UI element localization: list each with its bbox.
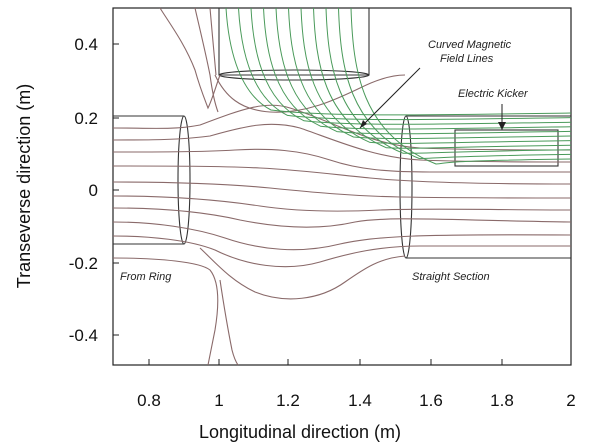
green-field-line [238, 7, 572, 121]
y-tick-labels: 0.4 0.2 0 -0.2 -0.4 [69, 35, 98, 345]
gray-field-line [112, 123, 572, 163]
y-tick-label: -0.2 [69, 254, 98, 273]
gray-field-lines [112, 7, 572, 366]
gray-field-line [209, 7, 217, 76]
y-axis-title: Transeverse direction (m) [14, 84, 34, 288]
gray-field-line [199, 247, 406, 300]
annotation-arrows [359, 67, 506, 130]
gray-field-line [159, 7, 221, 110]
straight-section-outline [406, 115, 571, 259]
plot-frame [112, 7, 572, 366]
magnet-box-outline [218, 8, 370, 76]
x-tick-label: 1.6 [419, 391, 443, 410]
y-tick-label: -0.4 [69, 326, 98, 345]
curved-field-label-line1: Curved Magnetic [428, 39, 512, 51]
green-field-line [288, 7, 572, 140]
x-tick-labels: 0.8 1 1.2 1.4 1.6 1.8 2 [137, 391, 576, 410]
green-field-line [250, 7, 572, 125]
gray-field-line [214, 74, 406, 113]
y-tick-label: 0.2 [74, 109, 98, 128]
x-tick-label: 1 [214, 391, 223, 410]
ring-pipe-ellipse [177, 115, 191, 245]
gray-field-line [112, 148, 571, 173]
green-field-line [225, 7, 572, 116]
x-axis-title: Longitudinal direction (m) [199, 422, 401, 442]
x-tick-label: 1.4 [348, 391, 372, 410]
x-tick-label: 0.8 [137, 391, 161, 410]
gray-field-line [219, 279, 239, 366]
electric-kicker-box [454, 129, 559, 167]
green-field-line [325, 7, 572, 154]
ring-pipe-outline [113, 115, 184, 245]
gray-field-line [112, 221, 572, 251]
green-field-lines [225, 7, 572, 165]
curved-lines-arrowhead [360, 120, 367, 128]
gray-field-line [194, 7, 219, 113]
axis-ticks [113, 43, 572, 365]
x-tick-label: 1.8 [490, 391, 514, 410]
kicker-arrowhead [498, 122, 506, 130]
y-tick-label: 0.4 [74, 35, 98, 54]
gray-field-line [112, 257, 219, 366]
gray-field-line [112, 235, 571, 268]
curved-lines-arrow [359, 67, 421, 129]
gray-field-line [112, 195, 572, 212]
green-field-line [313, 7, 572, 149]
gray-field-line [112, 165, 572, 185]
green-field-line [338, 7, 572, 160]
green-field-line [275, 7, 572, 135]
x-tick-label: 2 [566, 391, 575, 410]
from-ring-label: From Ring [120, 271, 172, 283]
x-tick-label: 1.2 [276, 391, 300, 410]
curved-field-label-line2: Field Lines [440, 53, 494, 65]
gray-field-line [112, 181, 572, 199]
green-field-line [300, 7, 572, 144]
electric-kicker-label: Electric Kicker [458, 88, 529, 100]
green-field-line [263, 7, 572, 130]
y-tick-label: 0 [89, 181, 98, 200]
straight-section-label: Straight Section [412, 271, 490, 283]
straight-section-ellipse [399, 115, 413, 259]
magnet-box-ellipse [218, 69, 370, 81]
gray-field-line [112, 207, 572, 228]
structure-outlines [113, 8, 571, 259]
green-field-line [350, 7, 572, 165]
